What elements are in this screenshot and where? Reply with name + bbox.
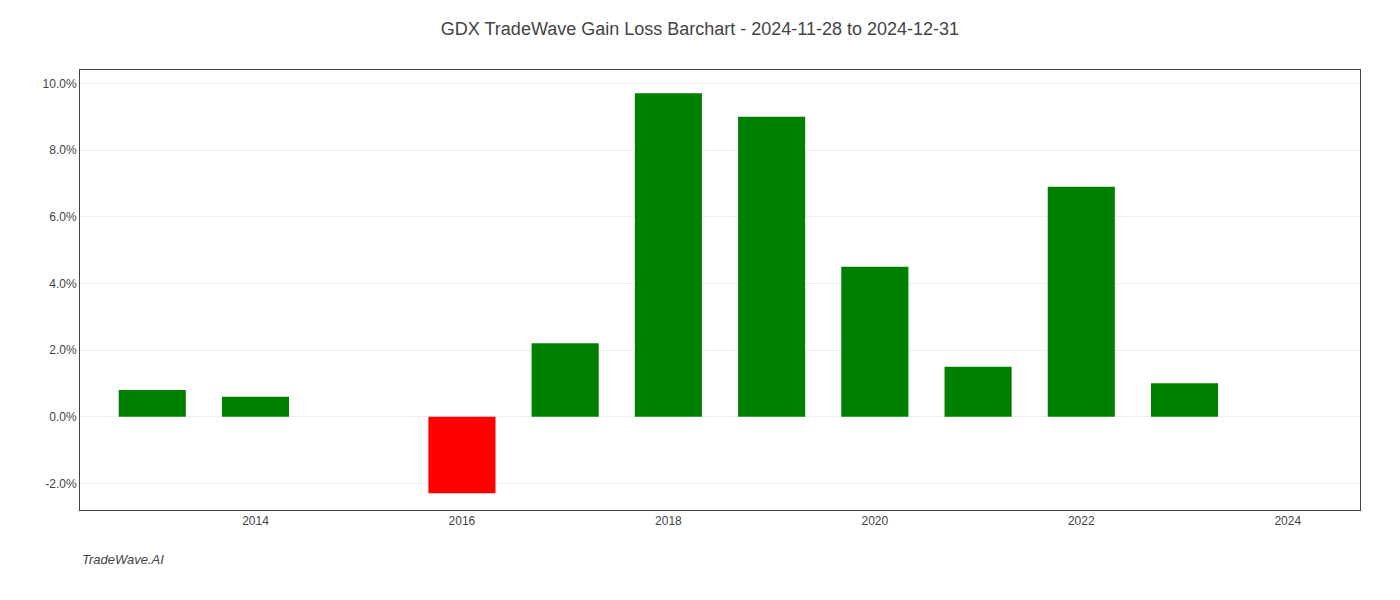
svg-text:0.0%: 0.0% bbox=[49, 410, 77, 424]
svg-text:2024: 2024 bbox=[1274, 514, 1301, 528]
svg-text:10.0%: 10.0% bbox=[43, 77, 77, 91]
svg-text:2.0%: 2.0% bbox=[49, 343, 77, 357]
svg-text:2016: 2016 bbox=[449, 514, 476, 528]
svg-text:2020: 2020 bbox=[861, 514, 888, 528]
svg-text:2014: 2014 bbox=[242, 514, 269, 528]
svg-text:TradeWave.AI: TradeWave.AI bbox=[82, 552, 164, 567]
svg-text:-2.0%: -2.0% bbox=[45, 477, 77, 491]
svg-text:4.0%: 4.0% bbox=[49, 277, 77, 291]
svg-text:2018: 2018 bbox=[655, 514, 682, 528]
svg-text:GDX TradeWave Gain Loss Barcha: GDX TradeWave Gain Loss Barchart - 2024-… bbox=[441, 19, 959, 39]
svg-text:6.0%: 6.0% bbox=[49, 210, 77, 224]
svg-text:2022: 2022 bbox=[1068, 514, 1095, 528]
svg-text:8.0%: 8.0% bbox=[49, 143, 77, 157]
